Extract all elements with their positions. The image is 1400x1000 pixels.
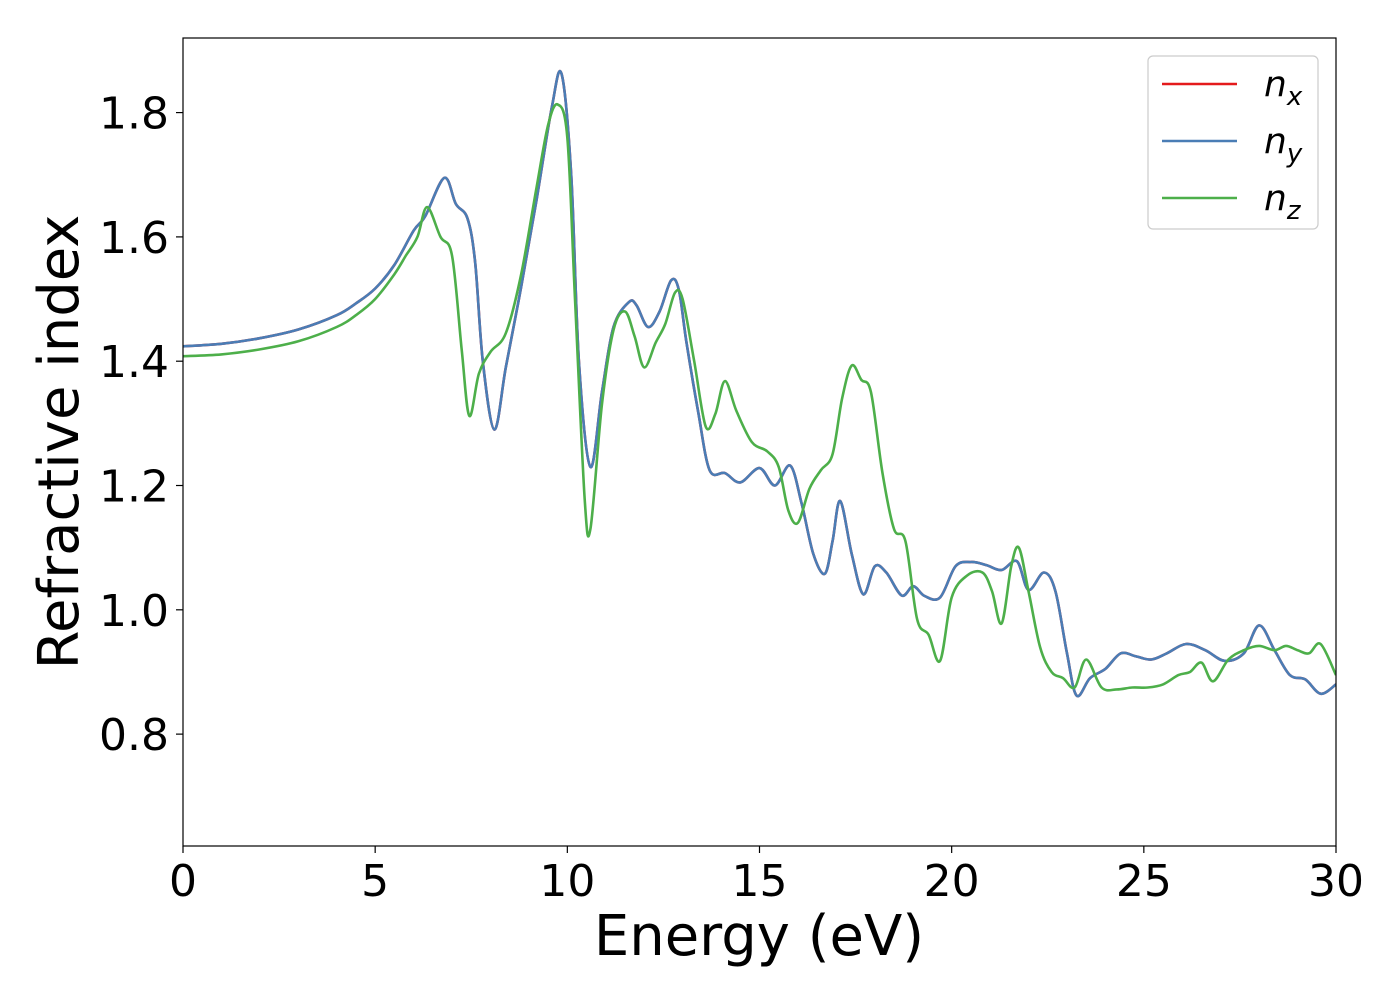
legend-label-nz: nz (1264, 178, 1302, 226)
y-tick-label: 0.8 (99, 710, 169, 761)
legend-box (1147, 55, 1319, 230)
y-axis-ticks: 0.8 1.0 1.2 1.4 1.6 1.8 (99, 89, 183, 761)
series-line-nz (183, 102, 1336, 692)
y-tick-label: 1.0 (99, 586, 169, 637)
y-axis-title: Refractive index (27, 215, 92, 670)
x-tick-label: 10 (539, 856, 595, 907)
x-tick-label: 20 (924, 856, 980, 907)
legend-label-ny: ny (1264, 121, 1303, 169)
x-tick-label: 5 (361, 856, 389, 907)
series-lines (183, 69, 1336, 698)
y-tick-label: 1.4 (99, 337, 169, 388)
x-axis-title: Energy (eV) (594, 904, 924, 969)
y-tick-label: 1.2 (99, 462, 169, 513)
y-tick-label: 1.8 (99, 89, 169, 140)
legend-label-nx: nx (1264, 64, 1303, 112)
series-line-ny (183, 69, 1336, 698)
x-tick-label: 25 (1116, 856, 1172, 907)
legend: nx ny nz (1147, 55, 1319, 230)
x-tick-label: 0 (169, 856, 197, 907)
x-axis-ticks: 0 5 10 15 20 25 30 (169, 846, 1364, 907)
y-tick-label: 1.6 (99, 213, 169, 264)
x-tick-label: 15 (732, 856, 788, 907)
plot-area (183, 38, 1336, 846)
x-tick-label: 30 (1308, 856, 1364, 907)
